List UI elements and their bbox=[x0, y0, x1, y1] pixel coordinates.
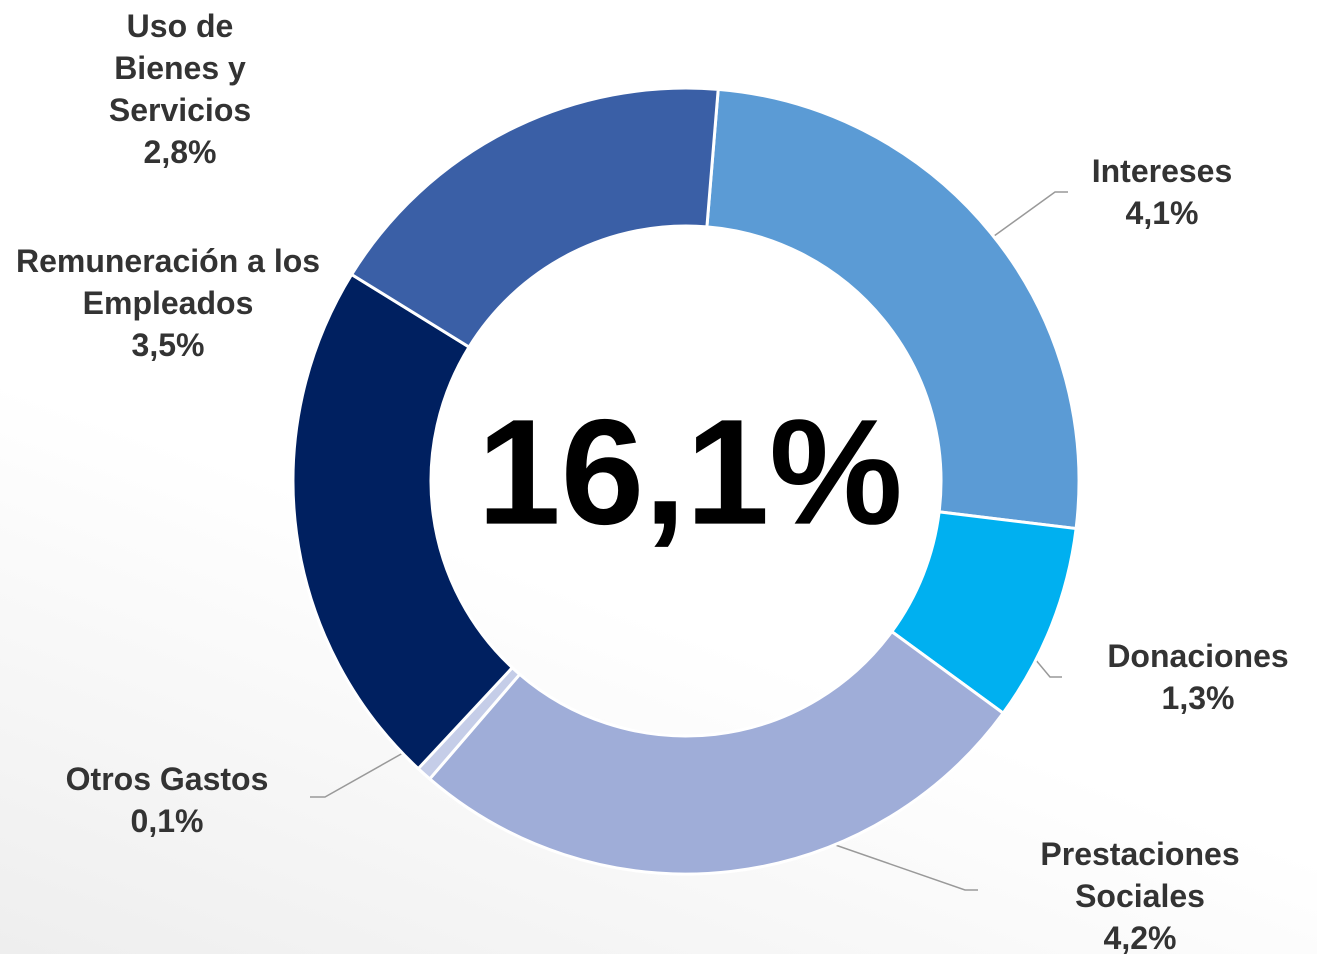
category-name: Donaciones bbox=[1068, 635, 1317, 677]
donut-slice bbox=[430, 632, 1003, 874]
chart: 16,1% Intereses4,1% Donaciones1,3% Prestac… bbox=[0, 0, 1317, 954]
center-total: 16,1% bbox=[477, 388, 902, 556]
category-name: Uso de Bienes y Servicios bbox=[85, 5, 275, 131]
category-name: Intereses bbox=[1042, 150, 1282, 192]
value-label: 2,8% bbox=[85, 131, 275, 173]
value-label: 4,1% bbox=[1042, 192, 1282, 234]
category-name: Prestaciones Sociales bbox=[1010, 833, 1270, 917]
value-label: 3,5% bbox=[13, 324, 323, 366]
value-label: 1,3% bbox=[1068, 677, 1317, 719]
category-name: Otros Gastos bbox=[27, 758, 307, 800]
value-label: 4,2% bbox=[1010, 917, 1270, 959]
category-name: Remuneración a los Empleados bbox=[13, 240, 323, 324]
donut-slice bbox=[352, 88, 719, 347]
value-label: 0,1% bbox=[27, 800, 307, 842]
